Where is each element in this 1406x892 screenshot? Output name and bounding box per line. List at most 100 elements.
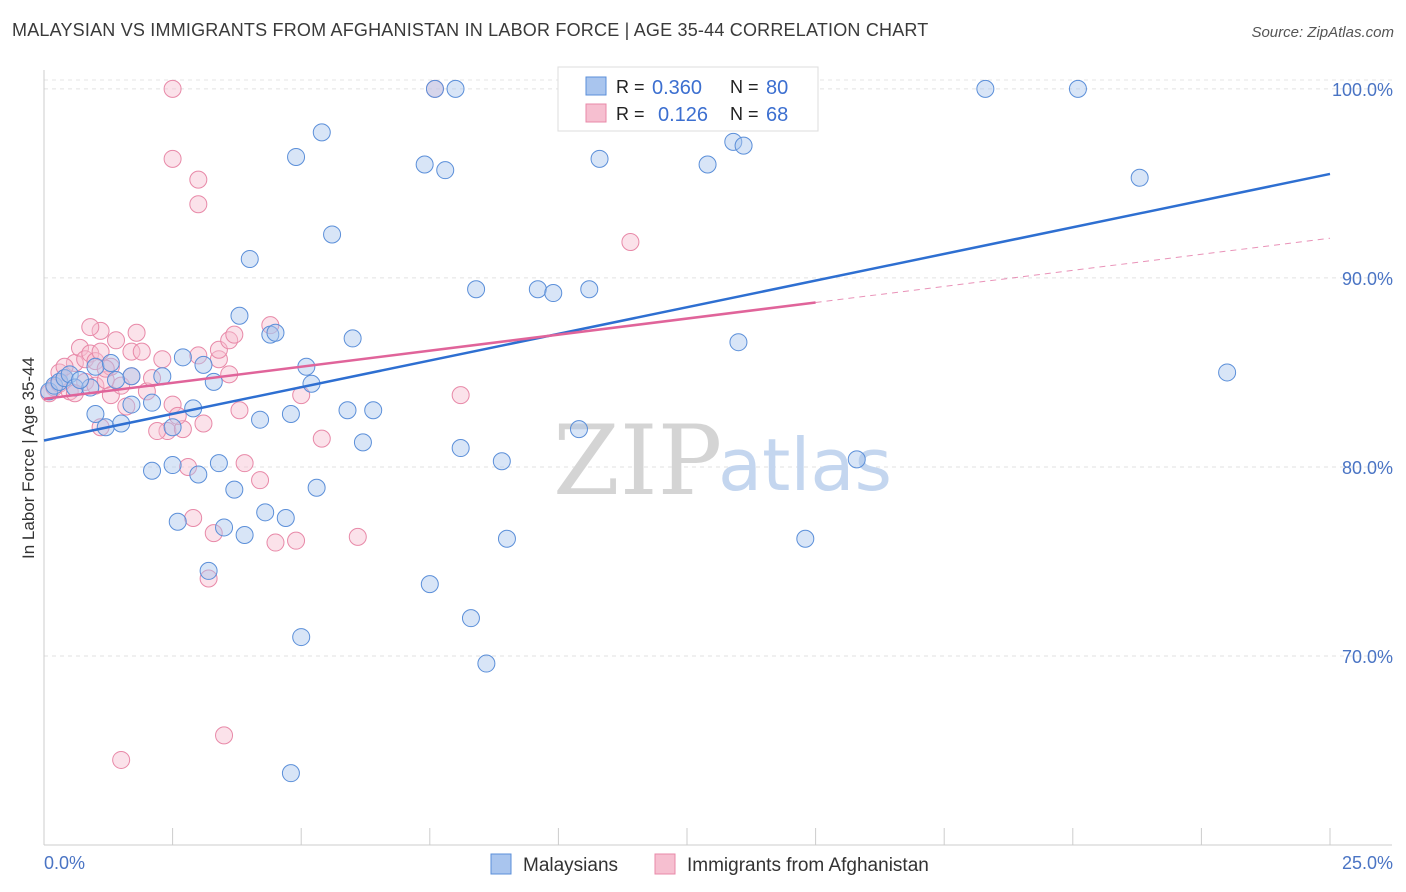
- malaysian-point: [168, 512, 187, 531]
- bottom-legend-swatch-malaysians: [490, 853, 512, 875]
- afghanistan-point: [266, 533, 285, 552]
- source-credit: Source: ZipAtlas.com: [1251, 24, 1394, 41]
- legend-n-value-2: 68: [766, 104, 788, 126]
- legend-swatch-malaysians: [585, 76, 607, 96]
- malaysian-point: [143, 393, 162, 412]
- watermark-zip: ZIP: [553, 405, 722, 517]
- afghanistan-point: [71, 338, 90, 357]
- malaysian-point: [163, 456, 182, 475]
- axes: [43, 70, 1392, 846]
- malaysian-point: [230, 306, 249, 325]
- malaysian-point: [492, 452, 511, 471]
- chart-title: MALAYSIAN VS IMMIGRANTS FROM AFGHANISTAN…: [12, 20, 929, 40]
- afghanistan-point: [163, 149, 182, 168]
- malaysian-point: [590, 149, 609, 168]
- legend-r-value-1: 0.360: [652, 77, 702, 99]
- malaysian-point: [86, 405, 105, 424]
- afghanistan-trend-line: [43, 301, 816, 401]
- malaysian-point: [292, 628, 311, 647]
- afghanistan-point: [235, 454, 254, 473]
- series-afghanistan-points: [40, 79, 640, 769]
- y-tick-label: 90.0%: [1342, 269, 1393, 289]
- gridlines: [44, 79, 1392, 657]
- malaysian-point: [323, 225, 342, 244]
- afghanistan-point: [230, 401, 249, 420]
- malaysian-point: [477, 654, 496, 673]
- malaysian-point: [976, 79, 995, 98]
- malaysian-point: [215, 518, 234, 537]
- bottom-legend-afghanistan: Immigrants from Afghanistan: [687, 855, 929, 876]
- malaysian-point: [461, 609, 480, 628]
- malaysian-point: [847, 450, 866, 469]
- malaysian-point: [287, 147, 306, 166]
- malaysians-trend-line: [43, 172, 1331, 442]
- malaysian-point: [1130, 168, 1149, 187]
- afghanistan-point: [312, 429, 331, 448]
- malaysian-point: [281, 764, 300, 783]
- afghanistan-point: [199, 569, 218, 588]
- afghanistan-point: [209, 340, 228, 359]
- malaysian-point: [544, 284, 563, 303]
- malaysian-point: [528, 280, 547, 299]
- malaysian-point: [107, 371, 126, 389]
- malaysian-point: [425, 79, 444, 98]
- malaysian-point: [420, 575, 439, 594]
- afghanistan-point: [132, 342, 151, 361]
- afghanistan-point: [621, 233, 640, 252]
- malaysian-point: [40, 382, 59, 401]
- malaysian-point: [415, 155, 434, 174]
- afghanistan-point: [348, 527, 367, 546]
- malaysian-point: [143, 461, 162, 480]
- afghanistan-point: [220, 331, 239, 350]
- afghanistan-point: [251, 471, 270, 490]
- malaysian-point: [281, 405, 300, 424]
- malaysian-point: [86, 357, 105, 376]
- malaysian-point: [698, 155, 717, 174]
- malaysian-point: [266, 323, 285, 342]
- legend-r-label-2: R =: [616, 104, 645, 124]
- malaysian-point: [199, 561, 218, 580]
- afghanistan-point: [107, 331, 126, 350]
- afghanistan-point: [163, 79, 182, 98]
- malaysian-point: [163, 418, 182, 437]
- malaysian-point: [189, 465, 208, 484]
- afghanistan-point: [204, 524, 223, 543]
- bottom-legend-malaysians: Malaysians: [523, 855, 618, 876]
- afghanistan-point: [112, 750, 131, 769]
- malaysian-point: [71, 371, 90, 389]
- y-tick-label: 70.0%: [1342, 647, 1393, 667]
- malaysian-point: [580, 280, 599, 299]
- legend-r-value-2: 0.126: [658, 104, 708, 126]
- afghanistan-point: [184, 508, 203, 527]
- malaysian-point: [446, 79, 465, 98]
- malaysian-point: [734, 136, 753, 155]
- trend-lines: [43, 172, 1331, 442]
- afghanistan-point: [189, 195, 208, 214]
- malaysian-point: [307, 478, 326, 497]
- afghanistan-point: [189, 346, 208, 365]
- afghanistan-trend-extension: [815, 237, 1331, 303]
- malaysian-point: [497, 529, 516, 548]
- watermark-atlas: atlas: [718, 423, 892, 507]
- malaysian-point: [353, 433, 372, 452]
- malaysian-point: [338, 401, 357, 420]
- afghanistan-point: [81, 318, 100, 337]
- malaysian-point: [436, 161, 455, 180]
- x-tick-labels: 0.0% 25.0%: [44, 853, 1393, 873]
- afghanistan-point: [451, 386, 470, 405]
- malaysian-point: [364, 401, 383, 420]
- legend-swatch-afghanistan: [585, 103, 607, 123]
- malaysian-point: [724, 132, 743, 151]
- afghanistan-point: [287, 531, 306, 550]
- malaysian-point: [60, 365, 79, 384]
- malaysian-point: [729, 333, 748, 352]
- y-tick-labels: 70.0% 80.0% 90.0% 100.0%: [1332, 80, 1393, 667]
- malaysian-point: [209, 454, 228, 473]
- malaysian-point: [276, 508, 295, 527]
- x-tick-label: 25.0%: [1342, 853, 1393, 873]
- malaysian-point: [256, 503, 275, 522]
- legend-r-label-1: R =: [616, 77, 645, 97]
- malaysian-point: [101, 353, 120, 372]
- bottom-legend-swatch-afghanistan: [654, 853, 676, 875]
